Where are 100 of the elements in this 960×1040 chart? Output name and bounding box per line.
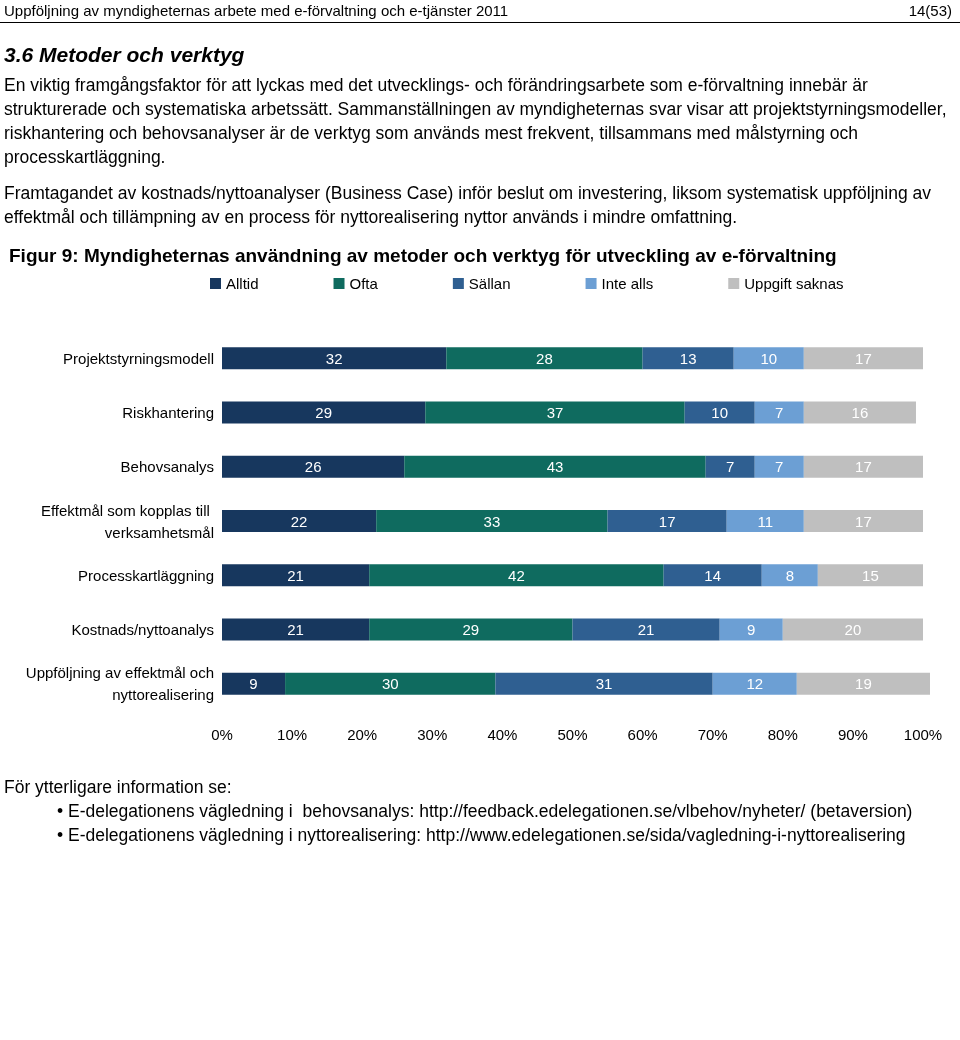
data-label: 13	[679, 349, 697, 367]
data-label: 8	[785, 566, 794, 584]
bar	[495, 672, 713, 695]
bar	[425, 401, 685, 424]
x-tick-label: 40%	[487, 726, 518, 743]
y-tick-label: Uppföljning av effektmål och nyttorealisering	[25, 664, 214, 704]
bar	[754, 455, 804, 478]
text: • E-delegationens vägledning i nyttorealisering: http://www.edelegationen.se/sida/vagledning-i-nyttorealisering	[57, 824, 907, 847]
bar	[222, 401, 426, 424]
y-tick-label: Effektmål som kopplas till verksamhetsmål	[40, 501, 214, 541]
x-tick-label: 30%	[417, 726, 448, 743]
data-label: 17	[855, 458, 872, 476]
data-label: 7	[775, 458, 784, 476]
bar	[726, 510, 804, 532]
text: En viktig framgångsfaktor för att lyckas med det utvecklings- och förändringsarbete som e-förvaltning innebär är strukturerade och systematiska arbetssätt. Sammanställningen av myndigheternas svar visar att projektstyrningsmodeller, riskhantering och behovsanalyser är de verktyg som används mest frekvent, tillsammans med målstyrning och processkartläggning.	[4, 74, 948, 169]
data-label: 32	[325, 349, 343, 367]
bar	[572, 618, 720, 641]
x-tick-label: 60%	[627, 726, 658, 743]
legend-label: Alltid	[226, 275, 259, 292]
data-label: 14	[704, 566, 722, 584]
x-tick-label: 50%	[557, 726, 588, 743]
bar	[803, 455, 923, 478]
x-tick-label: 70%	[697, 726, 728, 743]
data-label: 21	[287, 566, 304, 584]
data-label: 10	[760, 349, 778, 367]
bar	[705, 455, 755, 478]
bar	[796, 672, 930, 695]
data-label: 21	[637, 621, 655, 639]
data-label: 28	[536, 349, 553, 367]
data-label: 42	[508, 566, 525, 584]
y-tick-label: Behovsanalys	[120, 458, 214, 476]
bar	[754, 401, 804, 424]
data-label: 9	[747, 621, 756, 639]
data-label: 30	[381, 675, 399, 693]
text: Framtagandet av kostnads/nyttoanalyser (Business Case) inför beslut om investering, liksom systematisk uppföljning av effektmål och tillämpning av en process för nyttorealisering nyttor används i mindre omfattning.	[4, 182, 932, 229]
bar	[733, 347, 804, 370]
data-label: 17	[658, 512, 676, 530]
legend-label: Uppgift saknas	[744, 275, 844, 292]
y-tick-label: Projektstyrningsmodell	[63, 349, 214, 367]
bar	[222, 510, 377, 532]
text: 14(53)	[908, 2, 952, 19]
data-label: 29	[462, 621, 480, 639]
data-label: 29	[315, 403, 332, 421]
bar	[803, 401, 916, 424]
bar	[446, 347, 643, 370]
x-tick-label: 90%	[837, 726, 868, 743]
bar	[222, 672, 286, 695]
data-label: 17	[855, 512, 872, 530]
data-label: 16	[851, 403, 869, 421]
bar	[712, 672, 797, 695]
data-label: 17	[855, 349, 872, 367]
x-tick-label: 100%	[903, 726, 943, 743]
y-tick-label: Kostnads/nyttoanalys	[71, 621, 214, 639]
bar	[222, 618, 370, 641]
data-label: 7	[775, 403, 784, 421]
bar	[222, 564, 370, 587]
y-tick-label: Processkartläggning	[78, 566, 214, 584]
bar	[684, 401, 755, 424]
x-tick-label: 80%	[767, 726, 798, 743]
data-label: 11	[757, 512, 774, 530]
data-label: 12	[746, 675, 764, 693]
text: För ytterligare information se:	[4, 776, 233, 799]
bar	[222, 347, 447, 370]
bar	[369, 618, 573, 641]
data-label: 7	[726, 458, 735, 476]
bar	[285, 672, 496, 695]
bar	[404, 455, 706, 478]
bar	[369, 564, 664, 587]
bar	[222, 455, 405, 478]
legend-label: Sällan	[468, 275, 511, 292]
text: Uppföljning av myndigheternas arbete med e-förvaltning och e-tjänster 2011	[4, 2, 509, 19]
x-tick-label: 10%	[277, 726, 308, 743]
chart-title: Figur 9: Myndigheternas användning av metoder och verktyg för utveckling av e-förvaltning	[9, 245, 837, 266]
data-label: 9	[249, 675, 258, 693]
y-tick-label: Riskhantering	[122, 403, 214, 421]
bar	[607, 510, 727, 532]
legend-label: Ofta	[349, 275, 379, 292]
data-label: 22	[290, 512, 308, 530]
data-label: 31	[595, 675, 613, 693]
bar	[642, 347, 734, 370]
data-label: 19	[855, 675, 872, 693]
x-tick-label: 20%	[347, 726, 378, 743]
data-label: 10	[711, 403, 729, 421]
data-label: 33	[483, 512, 501, 530]
data-label: 20	[844, 621, 862, 639]
data-label: 21	[287, 621, 304, 639]
bar	[376, 510, 608, 532]
bar	[803, 347, 923, 370]
bar	[782, 618, 923, 641]
legend-label: Inte alls	[601, 275, 654, 292]
bar	[803, 510, 923, 532]
x-tick-label: 0%	[211, 726, 233, 743]
data-label: 26	[304, 458, 322, 476]
bar	[719, 618, 783, 641]
text: 3.6 Metoder och verktyg	[4, 43, 246, 67]
bar	[663, 564, 762, 587]
data-label: 43	[546, 458, 564, 476]
text: • E-delegationens vägledning i behovsanalys: http://feedback.edelegationen.se/vlbehov/nyheter/ (betaversion)	[57, 800, 914, 823]
bar	[817, 564, 923, 587]
data-label: 37	[546, 403, 564, 421]
